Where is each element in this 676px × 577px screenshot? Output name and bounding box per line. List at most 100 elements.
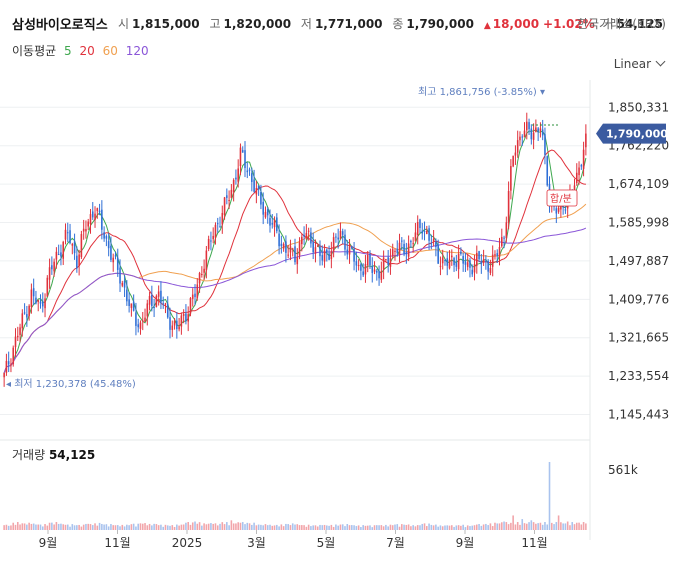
candle-body	[371, 266, 374, 273]
volume-bar	[550, 522, 553, 530]
ma-5: 5	[64, 44, 72, 58]
up-triangle-icon: ▲	[483, 21, 491, 31]
close-label: 종	[392, 17, 404, 31]
scale-mode-dropdown[interactable]: Linear	[613, 56, 666, 71]
candle-body	[312, 241, 314, 253]
candle-body	[82, 228, 85, 232]
scale-mode-label: Linear	[613, 57, 651, 71]
candle-body	[503, 237, 505, 239]
candle-body	[348, 246, 351, 255]
candle-body	[55, 251, 58, 260]
volume-bar	[223, 524, 226, 530]
candle-body	[235, 177, 237, 180]
candle-body	[498, 246, 501, 257]
stock-title[interactable]: 삼성바이오로직스	[12, 18, 108, 33]
candle-body	[119, 267, 121, 284]
candle-body	[57, 253, 60, 255]
candle-body	[444, 260, 446, 262]
volume-bar	[123, 526, 126, 530]
candle-body	[487, 260, 489, 272]
candle-body	[194, 293, 196, 298]
candle-body	[416, 222, 419, 236]
volume-bar	[460, 525, 462, 530]
candle-body	[357, 265, 360, 267]
candle-body	[146, 303, 149, 317]
volume-bar	[46, 525, 49, 530]
volume-bar	[185, 522, 187, 530]
volume-bar	[78, 524, 80, 530]
volume-bar	[403, 524, 405, 530]
candle-body	[341, 231, 344, 235]
candle-body	[398, 242, 401, 256]
candle-body	[316, 245, 319, 247]
candle-body	[128, 299, 130, 307]
volume-bar	[248, 523, 251, 530]
x-tick-label: 11월	[521, 536, 547, 550]
volume-bar	[69, 526, 71, 530]
candle-body	[310, 232, 312, 244]
volume-bar	[382, 526, 385, 530]
candle-body	[155, 295, 158, 307]
candle-body	[46, 277, 49, 297]
candle-body	[196, 284, 199, 299]
candle-body	[19, 327, 21, 336]
volume-bar	[312, 525, 314, 530]
volume-bar	[525, 523, 528, 530]
moving-average-legend[interactable]: 이동평균 5 20 60 120	[12, 42, 153, 59]
ma-line-60	[3, 203, 587, 374]
volume-bar	[573, 524, 576, 530]
volume-bar	[371, 527, 374, 530]
volume-bar	[151, 525, 153, 530]
volume-bar	[471, 525, 474, 530]
volume-bar	[416, 525, 419, 530]
volume-bar	[7, 525, 10, 530]
candle-body	[205, 250, 208, 271]
candle-body	[41, 301, 44, 307]
x-tick-label: 9월	[39, 536, 58, 550]
annotations: 최고 1,861,756 (-3.85%) ▾ ◂ 최저 1,230,378 (4…	[6, 86, 668, 390]
volume-bar	[71, 524, 74, 530]
candle-body	[314, 247, 317, 254]
candle-body	[455, 262, 458, 267]
volume-bar	[330, 524, 333, 530]
volume-bar	[107, 526, 110, 530]
candle-body	[319, 246, 321, 257]
candle-body	[530, 128, 533, 140]
candle-body	[516, 140, 519, 153]
volume-bar	[171, 525, 174, 530]
volume-bar	[73, 525, 76, 530]
volume-bar	[469, 526, 471, 530]
candle-body	[326, 249, 328, 253]
volume-bar	[162, 526, 164, 530]
volume-bar	[564, 523, 567, 530]
candle-body	[385, 259, 387, 261]
volume-bar	[137, 523, 140, 530]
volume-bar	[55, 522, 58, 530]
volume-bar	[494, 522, 496, 530]
candle-body	[169, 317, 171, 330]
volume-bar	[191, 522, 194, 530]
candle-body	[273, 219, 276, 228]
candle-body	[423, 230, 426, 232]
volume-bar	[339, 524, 342, 530]
candle-body	[230, 189, 233, 198]
candle-body	[414, 232, 417, 241]
volume-bar	[291, 523, 294, 530]
volume-bar	[114, 525, 117, 530]
candle-body	[291, 248, 294, 250]
candle-body	[185, 313, 187, 321]
x-tick-label: 7월	[386, 536, 405, 550]
volume-bar	[394, 524, 396, 530]
x-tick-label: 5월	[317, 536, 336, 550]
volume-bar	[82, 524, 85, 530]
candle-body	[491, 254, 494, 267]
volume-bar	[319, 524, 321, 530]
candle-body	[478, 251, 480, 260]
volume-bar	[544, 522, 546, 530]
volume-bar	[326, 525, 328, 530]
candle-body	[271, 223, 274, 225]
candle-body	[332, 237, 335, 252]
volume-bar	[228, 525, 230, 530]
candle-body	[578, 167, 580, 176]
